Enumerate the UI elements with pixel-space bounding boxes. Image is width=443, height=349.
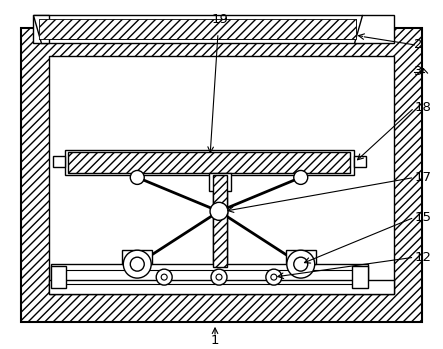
Bar xyxy=(49,56,394,294)
Bar xyxy=(51,266,66,288)
Bar xyxy=(21,28,422,322)
Circle shape xyxy=(123,250,151,278)
Circle shape xyxy=(266,269,282,285)
Bar xyxy=(209,173,231,191)
Bar xyxy=(122,250,152,264)
Circle shape xyxy=(130,170,144,184)
Text: 18: 18 xyxy=(414,101,431,114)
Circle shape xyxy=(287,250,315,278)
Bar xyxy=(39,19,356,39)
Text: 12: 12 xyxy=(414,251,431,264)
Circle shape xyxy=(294,170,308,184)
Bar xyxy=(39,19,356,39)
Circle shape xyxy=(294,257,308,271)
Bar xyxy=(213,176,227,267)
Bar xyxy=(33,15,361,43)
Bar xyxy=(65,149,354,176)
Bar xyxy=(49,56,394,294)
Circle shape xyxy=(271,274,277,280)
Circle shape xyxy=(216,274,222,280)
Bar xyxy=(286,250,316,264)
Text: 19: 19 xyxy=(212,13,229,27)
Bar xyxy=(213,176,227,267)
Text: 3: 3 xyxy=(414,65,423,78)
Text: 17: 17 xyxy=(414,171,431,184)
Text: 2: 2 xyxy=(414,38,423,51)
Text: 15: 15 xyxy=(414,211,431,224)
Bar xyxy=(39,19,356,39)
Circle shape xyxy=(210,202,228,220)
Bar xyxy=(49,280,394,294)
Bar xyxy=(354,156,365,168)
Polygon shape xyxy=(33,15,49,43)
Circle shape xyxy=(211,269,227,285)
Bar xyxy=(53,156,65,168)
Bar xyxy=(69,151,350,173)
Circle shape xyxy=(161,274,167,280)
Text: 1: 1 xyxy=(211,334,219,347)
Bar xyxy=(51,264,368,290)
Polygon shape xyxy=(354,15,394,43)
Circle shape xyxy=(130,257,144,271)
Bar xyxy=(352,266,368,288)
Circle shape xyxy=(156,269,172,285)
